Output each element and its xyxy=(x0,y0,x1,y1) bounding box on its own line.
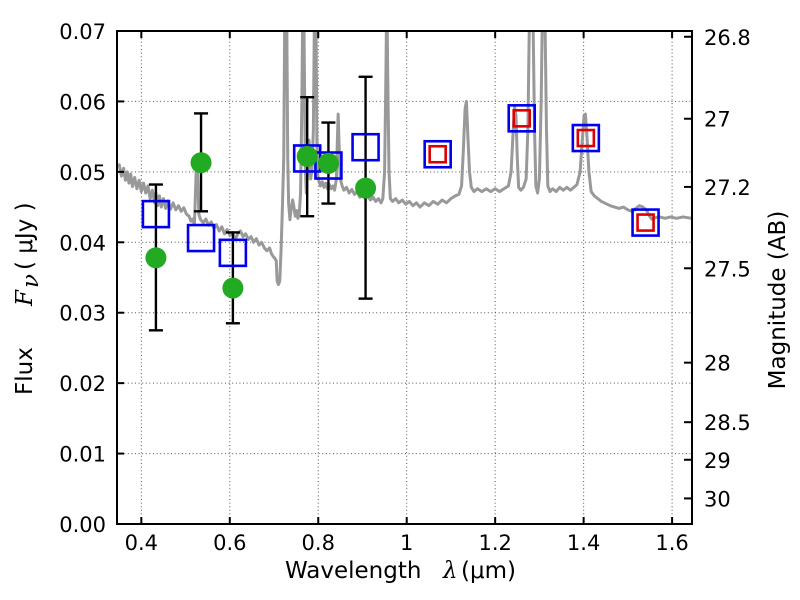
blue-square-marker xyxy=(631,208,660,237)
x-tick-label: 0.6 xyxy=(213,531,246,555)
blue-square-marker xyxy=(507,104,537,133)
y-tick-label-right: 27 xyxy=(704,108,731,132)
y-tick-label-right: 28.5 xyxy=(704,411,751,435)
y-axis-title-left: Flux F ν ( μJy ) xyxy=(12,202,44,395)
y-axis-title-word: Flux xyxy=(12,347,38,395)
y-tick-label-left: 0.07 xyxy=(59,20,106,44)
y-tick-label-left: 0.05 xyxy=(59,161,106,185)
blue-square-marker xyxy=(218,238,248,268)
green-circle-markers-layer xyxy=(145,145,377,299)
x-axis-title: Wavelength λ (μm) xyxy=(285,558,516,584)
blue-square-marker xyxy=(423,139,452,169)
nu-subscript: ν xyxy=(18,274,44,288)
y-tick-label-right: 29 xyxy=(704,449,731,473)
model-spectrum-line xyxy=(117,31,692,287)
y-tick-label-right: 26.8 xyxy=(704,26,751,50)
lambda-symbol: λ xyxy=(442,558,458,584)
y-tick-label-left: 0.00 xyxy=(59,513,106,537)
blue-square-marker xyxy=(141,199,171,229)
y-tick-label-left: 0.06 xyxy=(59,90,106,114)
blue-square-marker xyxy=(314,151,343,180)
blue-square-marker xyxy=(186,223,216,253)
y-tick-label-left: 0.03 xyxy=(59,302,106,326)
flux-f-symbol: F xyxy=(12,289,38,307)
y-tick-label-right: 30 xyxy=(704,487,731,511)
y-tick-label-right: 28 xyxy=(704,352,731,376)
y-tick-label-right: 27.5 xyxy=(704,257,751,281)
x-axis-title-word: Wavelength xyxy=(285,558,421,584)
y-axis-units: ( μJy ) xyxy=(12,202,38,270)
green-circle-marker xyxy=(145,247,167,269)
red-square-marker xyxy=(576,128,596,148)
x-tick-label: 0.4 xyxy=(125,531,158,555)
x-tick-label: 1 xyxy=(400,531,413,555)
axis-tick-labels: 0.4 0.6 0.8 1 1.2 1.4 1.6 0.00 0.01 0.02 0.03 0.04 0… xyxy=(59,20,751,555)
red-square-marker xyxy=(636,213,655,232)
y-axis-title-right: Magnitude (AB) xyxy=(765,211,791,390)
y-tick-label-left: 0.02 xyxy=(59,372,106,396)
y-tick-label-left: 0.04 xyxy=(59,231,106,255)
blue-square-marker xyxy=(351,132,380,162)
blue-square-markers-layer xyxy=(141,104,660,268)
green-circle-marker xyxy=(222,277,244,299)
x-axis-units: (μm) xyxy=(461,558,516,584)
green-circle-marker xyxy=(296,145,318,167)
y-tick-label-right: 27.2 xyxy=(704,176,751,200)
green-circle-marker xyxy=(355,177,377,199)
green-circle-marker xyxy=(190,152,212,174)
x-tick-label: 1.6 xyxy=(655,531,688,555)
x-tick-label: 1.2 xyxy=(478,531,511,555)
green-circle-marker xyxy=(317,152,339,174)
x-tick-label: 0.8 xyxy=(302,531,335,555)
red-square-markers-layer xyxy=(428,109,655,232)
x-tick-label: 1.4 xyxy=(567,531,600,555)
axis-ticks xyxy=(117,30,692,525)
y-tick-label-left: 0.01 xyxy=(59,443,106,467)
red-square-marker xyxy=(428,144,447,164)
blue-square-marker xyxy=(571,123,601,153)
red-square-marker xyxy=(512,109,532,128)
axes-frame xyxy=(116,30,693,525)
